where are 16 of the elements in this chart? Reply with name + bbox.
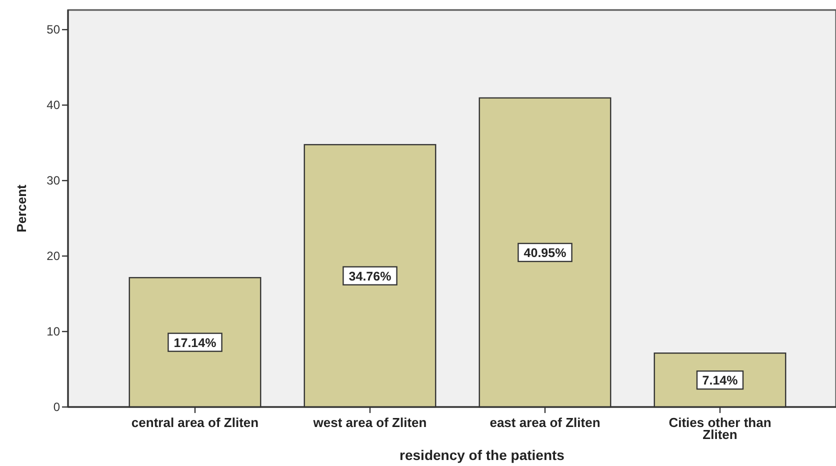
y-tick-label: 40: [46, 98, 60, 112]
y-tick-label: 0: [53, 400, 60, 414]
x-tick-label: Cities other than Zliten: [668, 415, 772, 442]
data-label: 7.14%: [702, 374, 738, 388]
x-tick-label: west area of Zliten: [312, 415, 427, 430]
y-tick-label: 10: [46, 324, 60, 339]
y-axis-title: Percent: [14, 184, 29, 232]
x-axis-title: residency of the patients: [400, 447, 565, 463]
data-label: 34.76%: [348, 269, 392, 284]
x-tick-label: central area of Zliten: [131, 415, 259, 430]
y-tick-label: 20: [46, 249, 60, 264]
y-tick-label: 30: [46, 174, 60, 188]
x-tick-label: east area of Zliten: [490, 415, 600, 430]
data-label: 40.95%: [524, 246, 566, 260]
y-tick-label: 50: [46, 22, 60, 37]
data-label: 17.14%: [174, 336, 216, 350]
